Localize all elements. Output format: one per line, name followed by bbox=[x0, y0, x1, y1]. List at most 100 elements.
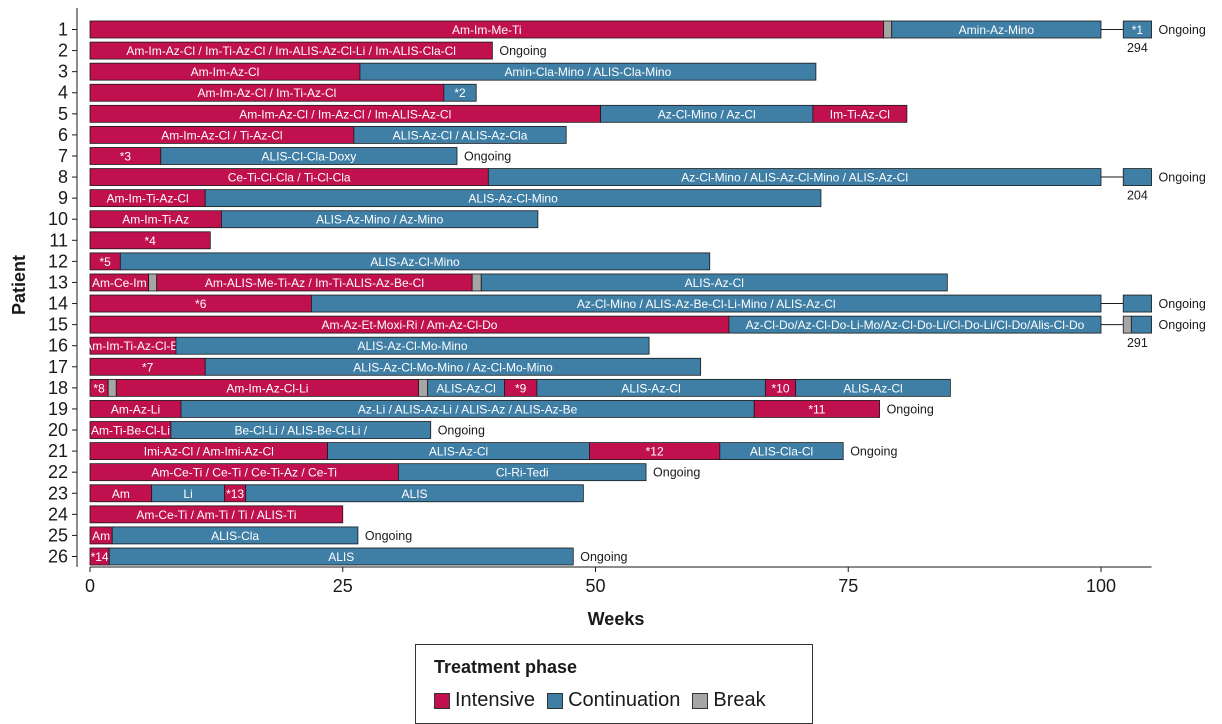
bar-segment-continuation bbox=[111, 526, 359, 545]
patient-row: Am-Im-Me-Ti Amin-Az-Mino *1 Ongoing 294 bbox=[89, 20, 1206, 55]
status-note: Ongoing bbox=[1159, 297, 1206, 311]
patient-row: *6 Az-Cl-Mino / ALIS-Az-Be-Cl-Li-Mino / A… bbox=[89, 294, 1206, 313]
bar-segment-continuation bbox=[245, 484, 584, 503]
y-tick-label: 22 bbox=[48, 462, 68, 482]
bar-segment-break bbox=[148, 273, 158, 292]
bar-segment-continuation bbox=[160, 147, 458, 165]
segment-label: ALIS bbox=[402, 487, 428, 501]
segment-label: Am-Ti-Be-Cl-Li bbox=[91, 424, 170, 438]
segment-label: Cl-Ri-Tedi bbox=[496, 466, 549, 480]
patient-row: Am-Im-Az-Cl Amin-Cla-Mino / ALIS-Cla-Mino bbox=[89, 62, 817, 81]
y-tick-label: 2 bbox=[58, 41, 68, 61]
segment-label: *2 bbox=[454, 86, 466, 100]
segment-label: *10 bbox=[771, 381, 789, 395]
segment-label: Am-Im-Az-Cl / Ti-Az-Cl bbox=[161, 128, 282, 142]
bar-segment-continuation bbox=[119, 252, 711, 271]
legend-label-intensive: Intensive bbox=[455, 689, 536, 711]
y-tick-label: 12 bbox=[48, 251, 68, 271]
patient-row: Am-Ce-Ti / Ce-Ti / Ce-Ti-Az / Ce-Ti Cl-Ri… bbox=[89, 463, 700, 482]
segment-label: Am-Im-Ti-Az bbox=[122, 213, 189, 227]
bar-segment-intensive bbox=[89, 505, 344, 524]
segment-label: Am-Im-Ti-Az-Cl-Et bbox=[84, 339, 182, 353]
y-tick-label: 5 bbox=[58, 104, 68, 124]
segment-label: ALIS-Cl-Cla-Doxy bbox=[262, 149, 357, 163]
y-tick-label: 17 bbox=[48, 357, 68, 377]
patient-row: Imi-Az-Cl / Am-Imi-Az-Cl ALIS-Az-Cl *12 ALI… bbox=[89, 442, 898, 461]
legend-swatch-continuation bbox=[547, 692, 564, 709]
bar-segment-continuation bbox=[221, 210, 539, 229]
patient-row: *14 ALIS Ongoing bbox=[89, 547, 628, 566]
bar-segment-break bbox=[883, 20, 893, 39]
segment-label: Imi-Az-Cl / Am-Imi-Az-Cl bbox=[144, 445, 274, 459]
break-duration-label: 291 bbox=[1127, 336, 1148, 350]
bar-segment-continuation bbox=[397, 463, 647, 482]
status-note: Ongoing bbox=[887, 402, 934, 416]
bar-segment-continuation bbox=[719, 442, 844, 461]
y-tick-label: 26 bbox=[48, 547, 68, 567]
segment-label: Am-Az-Et-Moxi-Ri / Am-Az-Cl-Do bbox=[321, 318, 497, 332]
segment-label: *13 bbox=[226, 487, 244, 501]
bar-segment-intensive bbox=[89, 231, 211, 250]
legend-label-break: Break bbox=[713, 689, 766, 711]
segment-label: ALIS-Cla bbox=[211, 529, 259, 543]
segment-label: *1 bbox=[1132, 23, 1144, 37]
patient-row: Am-Im-Az-Cl / Ti-Az-Cl ALIS-Az-Cl / ALIS-… bbox=[89, 126, 567, 144]
y-tick-label: 18 bbox=[48, 378, 68, 398]
x-axis: 0 25 50 75 100 bbox=[85, 566, 1152, 596]
patient-row: Am-Ti-Be-Cl-Li Be-Cl-Li / ALIS-Be-Cl-Li /… bbox=[89, 421, 485, 439]
status-note: Ongoing bbox=[464, 149, 511, 163]
break-duration-label: 204 bbox=[1127, 189, 1148, 203]
segment-label: ALIS-Cla-Cl bbox=[750, 445, 813, 459]
bar-segment-intensive bbox=[753, 400, 880, 418]
y-tick-label: 23 bbox=[48, 483, 68, 503]
y-tick-label: 6 bbox=[58, 125, 68, 145]
segment-label: ALIS-Az-Cl bbox=[843, 381, 902, 395]
x-tick-label: 25 bbox=[333, 576, 353, 596]
bar-segment-continuation bbox=[1122, 168, 1152, 186]
bar-segment-continuation bbox=[795, 378, 951, 397]
status-note: Ongoing bbox=[438, 424, 485, 438]
bar-segment-intensive bbox=[89, 41, 493, 60]
patient-row: *4 bbox=[89, 231, 211, 250]
segment-label: Am-Im-Az-Cl-Li bbox=[226, 381, 308, 395]
status-note: Ongoing bbox=[850, 445, 897, 459]
y-tick-label: 8 bbox=[58, 167, 68, 187]
legend-title: Treatment phase bbox=[434, 657, 578, 677]
legend-items: Intensive Continuation Break bbox=[434, 689, 778, 712]
x-tick-label: 100 bbox=[1086, 576, 1116, 596]
bar-segment-continuation bbox=[204, 189, 822, 208]
status-note: Ongoing bbox=[499, 44, 546, 58]
status-note: Ongoing bbox=[1159, 318, 1206, 332]
segment-label: ALIS bbox=[328, 550, 354, 564]
y-tick-label: 13 bbox=[48, 272, 68, 292]
bar-segment-continuation bbox=[204, 357, 702, 376]
patient-row: Am-Az-Et-Moxi-Ri / Am-Az-Cl-Do Az-Cl-Do/A… bbox=[89, 315, 1206, 350]
segment-label: *3 bbox=[120, 149, 132, 163]
segment-label: ALIS-Az-Cl bbox=[429, 445, 488, 459]
legend-item-continuation: Continuation bbox=[547, 689, 680, 712]
y-tick-label: 16 bbox=[48, 336, 68, 356]
segment-label: *12 bbox=[646, 445, 664, 459]
bar-segment-continuation bbox=[1130, 315, 1152, 334]
x-tick-label: 75 bbox=[838, 576, 858, 596]
segment-label: Az-Cl-Mino / ALIS-Az-Cl-Mino / ALIS-Az-C… bbox=[681, 171, 908, 185]
status-note: Ongoing bbox=[365, 529, 412, 543]
segment-label: Am bbox=[112, 487, 130, 501]
segment-label: Amin-Cla-Mino / ALIS-Cla-Mino bbox=[505, 65, 672, 79]
y-tick-label: 1 bbox=[58, 20, 68, 40]
bar-segment-break bbox=[418, 378, 429, 397]
segment-label: Ce-Ti-Cl-Cla / Ti-Cl-Cla bbox=[228, 171, 351, 185]
bar-segment-break bbox=[107, 378, 117, 397]
y-tick-label: 20 bbox=[48, 420, 68, 440]
segment-label: Im-Ti-Az-Cl bbox=[830, 107, 890, 121]
segment-label: *4 bbox=[144, 234, 156, 248]
segment-label: Am-Ce-Ti / Ce-Ti / Ce-Ti-Az / Ce-Ti bbox=[151, 466, 337, 480]
segment-label: Az-Cl-Mino / Az-Cl bbox=[658, 107, 756, 121]
y-axis-title: Patient bbox=[9, 255, 29, 315]
patient-row: *8 Am-Im-Az-Cl-Li ALIS-Az-Cl *9 ALIS-Az-Cl *1… bbox=[89, 378, 951, 397]
segment-label: *5 bbox=[99, 255, 111, 269]
x-tick-label: 50 bbox=[585, 576, 605, 596]
y-tick-label: 9 bbox=[58, 188, 68, 208]
bar-segment-continuation bbox=[311, 294, 1102, 313]
segment-label: Am-Im-Az-Cl bbox=[191, 65, 260, 79]
